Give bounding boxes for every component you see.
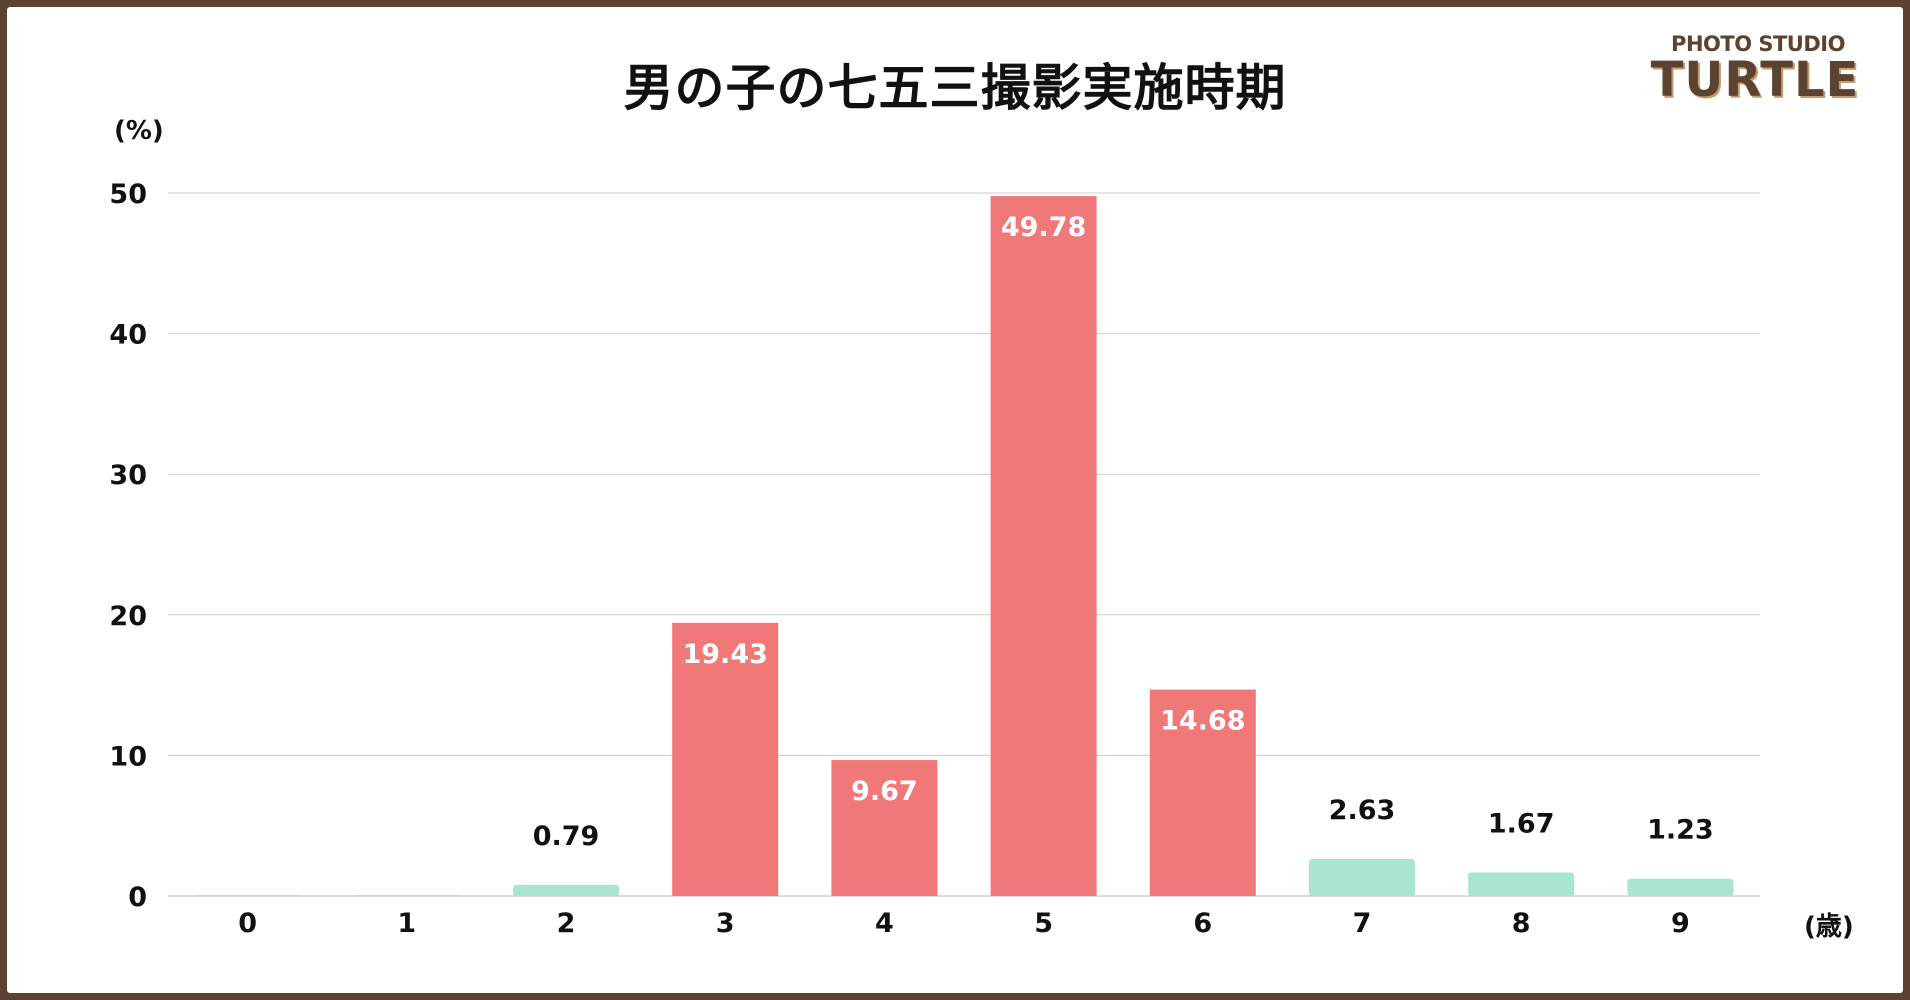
x-tick-label: 6 xyxy=(1193,908,1212,939)
data-label: 1.67 xyxy=(1488,809,1555,840)
x-tick-label: 0 xyxy=(238,908,257,939)
bar xyxy=(353,895,460,896)
y-tick-label: 10 xyxy=(109,741,147,772)
y-tick-label: 40 xyxy=(109,320,147,351)
data-label: 14.68 xyxy=(1160,706,1245,737)
data-label: 49.78 xyxy=(1001,212,1086,243)
y-tick-label: 30 xyxy=(109,460,147,491)
bar xyxy=(1309,859,1415,896)
data-label: 1.23 xyxy=(1647,815,1714,846)
x-tick-label: 8 xyxy=(1512,908,1531,939)
studio-logo: PHOTO STUDIO TURTLE xyxy=(1646,32,1866,108)
chart-frame xyxy=(7,7,1903,993)
x-tick-label: 9 xyxy=(1671,908,1690,939)
data-label: 0.79 xyxy=(533,821,600,852)
bar xyxy=(672,622,779,896)
logo-line-2: TURTLE xyxy=(1650,52,1860,108)
bar xyxy=(194,895,301,896)
logo-line-1: PHOTO STUDIO xyxy=(1671,32,1845,56)
x-tick-label: 3 xyxy=(716,908,735,939)
y-tick-label: 20 xyxy=(109,601,147,632)
y-tick-label: 0 xyxy=(128,882,147,913)
bar xyxy=(990,196,1097,896)
x-tick-label: 4 xyxy=(875,908,894,939)
y-tick-label: 50 xyxy=(109,179,147,210)
data-label: 2.63 xyxy=(1329,795,1396,826)
bar xyxy=(1149,689,1256,896)
bar xyxy=(1468,872,1575,896)
x-tick-label: 1 xyxy=(397,908,416,939)
bar xyxy=(831,760,938,896)
y-axis-unit: (%) xyxy=(114,116,164,146)
data-label: 19.43 xyxy=(682,639,767,670)
x-tick-label: 7 xyxy=(1353,908,1372,939)
bar xyxy=(513,884,619,896)
data-label: 9.67 xyxy=(851,776,918,807)
bar xyxy=(1627,878,1734,896)
x-axis-unit: (歳) xyxy=(1804,912,1854,942)
chart-title: 男の子の七五三撮影実施時期 xyxy=(623,59,1287,117)
x-tick-label: 5 xyxy=(1034,908,1053,939)
x-tick-label: 2 xyxy=(557,908,576,939)
